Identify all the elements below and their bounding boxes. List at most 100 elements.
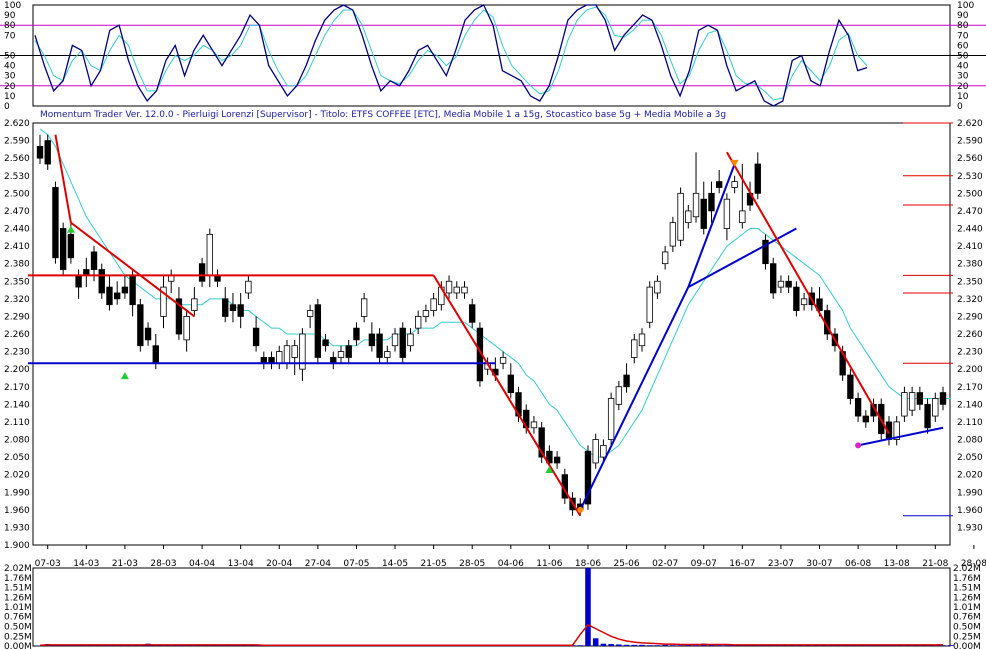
- stochastic-left-tick: 30: [4, 72, 16, 82]
- volume-bar: [183, 645, 190, 646]
- volume-bar: [901, 645, 908, 646]
- date-tick-label: 04-04: [189, 559, 215, 569]
- price-left-tick: 2.380: [4, 260, 30, 270]
- volume-bar: [878, 645, 885, 646]
- candle-body: [530, 421, 538, 429]
- candle-body: [430, 298, 437, 311]
- candle-body: [553, 456, 561, 464]
- date-tick-label: 02-07: [652, 559, 678, 569]
- price-right-tick: 2.530: [957, 172, 983, 182]
- candle-body: [770, 263, 777, 294]
- candle-body: [322, 339, 329, 347]
- volume-bar: [662, 644, 668, 646]
- candle-body: [623, 374, 630, 388]
- volume-left-tick: 0.50M: [4, 623, 32, 633]
- candle-body: [121, 286, 129, 294]
- price-right-tick: 1.960: [957, 506, 983, 516]
- stochastic-left-tick: 40: [4, 62, 16, 72]
- candle-body: [198, 263, 206, 282]
- price-left-tick: 2.140: [4, 400, 30, 410]
- candle-body: [862, 415, 869, 423]
- price-left-tick: 2.560: [4, 154, 30, 164]
- candle-body: [584, 450, 592, 505]
- price-right-tick: 2.350: [957, 277, 983, 287]
- candle-body: [59, 228, 67, 270]
- volume-left-tick: 1.01M: [4, 603, 32, 613]
- price-right-tick: 2.560: [957, 154, 983, 164]
- stochastic-left-tick: 100: [4, 1, 21, 11]
- stochastic-right-tick: 10: [957, 92, 969, 102]
- volume-left-tick: 0.25M: [4, 632, 32, 642]
- price-left-tick: 2.350: [4, 277, 30, 287]
- volume-left-tick: 1.76M: [4, 574, 32, 584]
- date-tick-label: 21-03: [112, 559, 138, 569]
- candle-body: [183, 316, 190, 341]
- stochastic-right-tick: 20: [957, 82, 969, 92]
- stochastic-panel: 0102030405070809010001020304050607080901…: [0, 1, 986, 112]
- volume-bar: [68, 645, 74, 646]
- price-left-tick: 2.590: [4, 137, 30, 147]
- price-right-tick: 2.410: [957, 242, 983, 252]
- volume-right-tick: 0.50M: [953, 623, 981, 633]
- candle-body: [631, 339, 638, 358]
- date-tick-label: 28-03: [150, 559, 176, 569]
- volume-right-tick: 1.26M: [953, 593, 981, 603]
- candle-body: [229, 304, 237, 311]
- price-left-tick: 2.170: [4, 383, 30, 393]
- volume-bar: [616, 644, 622, 646]
- candle-body: [353, 327, 360, 341]
- candle-body: [252, 327, 260, 347]
- price-right-tick: 2.440: [957, 225, 983, 235]
- candle-body: [592, 439, 599, 464]
- candle-body: [661, 251, 669, 265]
- candle-body: [98, 269, 105, 294]
- candle-body: [52, 187, 59, 259]
- price-right-tick: 2.050: [957, 453, 983, 463]
- candle-body: [939, 392, 947, 405]
- sell-signal-arrow: [730, 159, 739, 167]
- volume-bar: [724, 645, 730, 646]
- candle-body: [291, 345, 298, 358]
- price-right-tick: 2.260: [957, 330, 983, 340]
- volume-right-tick: 0.00M: [953, 642, 981, 650]
- candle-body: [731, 181, 738, 188]
- candle-body: [144, 327, 152, 341]
- candle-body: [507, 374, 514, 394]
- price-left-tick: 2.020: [4, 471, 30, 481]
- volume-bar: [754, 645, 761, 646]
- price-right-tick: 1.990: [957, 488, 983, 498]
- date-tick-label: 07-05: [343, 559, 369, 569]
- volume-bar: [716, 645, 722, 646]
- date-tick-label: 13-04: [228, 559, 254, 569]
- price-left-tick: 2.230: [4, 348, 30, 358]
- candle-body: [716, 181, 723, 188]
- candle-body: [461, 286, 468, 294]
- volume-bar: [770, 645, 776, 646]
- uptrend-line: [687, 227, 797, 288]
- volume-frame: [32, 567, 951, 647]
- price-frame: [32, 122, 951, 546]
- candle-body: [538, 427, 545, 458]
- candle-body: [75, 274, 82, 288]
- candle-body: [206, 233, 213, 276]
- price-right-tick: 2.080: [957, 436, 983, 446]
- candle-body: [368, 333, 376, 347]
- uptrend-line: [687, 163, 736, 288]
- candle-body: [337, 351, 345, 358]
- volume-bar: [168, 645, 174, 646]
- candle-body: [793, 286, 800, 311]
- stochastic-right-tick: 50: [957, 52, 969, 62]
- volume-bar: [122, 645, 128, 646]
- candle-body: [345, 345, 352, 358]
- volume-left-tick: 0.00M: [4, 642, 32, 650]
- price-left-tick: 2.320: [4, 295, 30, 305]
- volume-left-tick: 0.76M: [4, 613, 32, 623]
- volume-average-line: [39, 623, 943, 646]
- price-right-tick: 1.930: [957, 523, 983, 533]
- volume-bar: [793, 645, 800, 646]
- price-right-tick: 2.620: [957, 119, 983, 129]
- candle-body: [847, 374, 854, 399]
- volume-bar: [801, 645, 807, 646]
- volume-bar: [870, 645, 877, 646]
